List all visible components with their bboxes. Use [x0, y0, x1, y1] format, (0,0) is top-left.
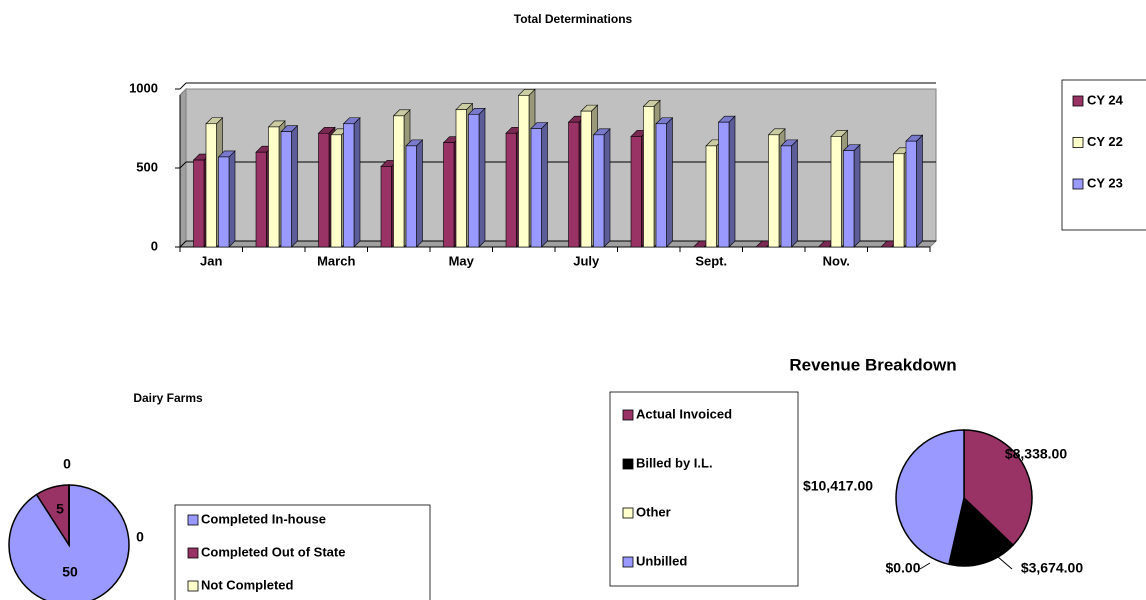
bar	[255, 151, 267, 248]
legend-swatch	[187, 547, 199, 559]
bar-side	[916, 134, 923, 248]
bar	[343, 123, 355, 248]
bar-side	[416, 139, 423, 248]
x-tick-label: Sept.	[695, 253, 727, 268]
bar	[393, 115, 405, 248]
legend-label: CY 23	[1087, 175, 1123, 190]
bar-side	[541, 121, 548, 248]
y-tick-label: 1000	[129, 80, 158, 95]
bar-side	[728, 115, 736, 248]
bar	[568, 121, 580, 248]
grid-line	[179, 240, 187, 248]
bar	[593, 134, 605, 248]
leader-line	[919, 562, 931, 570]
legend-swatch	[187, 580, 199, 592]
legend-box	[609, 391, 799, 587]
bar-side	[478, 107, 486, 248]
bar-side	[853, 143, 861, 248]
bar	[655, 123, 667, 248]
legend-label: CY 22	[1087, 134, 1123, 149]
legend-label: Billed by I.L.	[636, 455, 713, 470]
bar	[518, 95, 530, 248]
data-label: $3,674.00	[1021, 560, 1083, 576]
pie-slice	[895, 429, 965, 566]
pie-slice	[948, 496, 1015, 567]
legend-swatch	[622, 507, 634, 519]
legend-label: Unbilled	[636, 553, 687, 568]
bar	[218, 156, 230, 248]
legend-swatch	[187, 514, 199, 526]
leader-line	[997, 556, 1013, 570]
chart-title: Dairy Farms	[133, 391, 203, 405]
data-label: $10,417.00	[803, 478, 873, 494]
legend-box	[174, 504, 431, 600]
bar	[830, 136, 842, 248]
pie-slice	[963, 429, 1033, 547]
data-label: $8,338.00	[1005, 446, 1067, 462]
bar	[505, 132, 517, 248]
bar	[718, 121, 730, 248]
back-wall	[185, 88, 937, 242]
bar-side	[791, 139, 798, 248]
x-tick-label: Jan	[200, 253, 222, 268]
legend-swatch	[1072, 137, 1084, 148]
data-label: 50	[62, 564, 78, 580]
bar	[843, 150, 855, 248]
bar-side	[666, 117, 673, 248]
legend-label: CY 24	[1087, 92, 1124, 107]
bar	[768, 134, 780, 248]
grid-line	[179, 82, 187, 90]
data-label: 0	[136, 529, 144, 545]
bar	[205, 123, 217, 248]
legend-label: Completed In-house	[201, 511, 326, 526]
bar	[905, 140, 917, 248]
side-wall	[179, 87, 187, 249]
bar	[280, 131, 292, 248]
bar	[193, 159, 205, 248]
legend-swatch	[1072, 178, 1084, 190]
x-tick-label: July	[573, 253, 600, 268]
legend-label: Actual Invoiced	[636, 406, 732, 421]
x-tick-label: May	[449, 253, 475, 268]
data-label: 5	[56, 501, 64, 517]
data-label: $0.00	[885, 560, 920, 576]
bar	[268, 126, 280, 248]
chart-title: Total Determinations	[514, 12, 633, 26]
legend-swatch	[622, 556, 634, 568]
bar-side	[353, 117, 361, 248]
legend-swatch	[1072, 95, 1084, 107]
legend-label: Not Completed	[201, 577, 294, 592]
bar	[705, 145, 717, 248]
bar	[405, 145, 417, 248]
bar	[443, 142, 455, 248]
bar	[330, 134, 342, 248]
legend-swatch	[622, 409, 634, 421]
x-tick-label: Nov.	[823, 253, 850, 268]
bar	[318, 132, 330, 248]
bar	[780, 145, 792, 248]
bar-side	[603, 128, 611, 248]
bar	[530, 128, 542, 248]
bar	[630, 136, 642, 248]
bar	[643, 106, 655, 248]
bar-side	[228, 150, 236, 248]
bar-side	[291, 124, 298, 248]
data-label: 0	[63, 456, 71, 472]
chart-title: Revenue Breakdown	[789, 355, 956, 374]
y-tick-label: 500	[136, 159, 158, 174]
bar	[893, 153, 905, 248]
legend-label: Completed Out of State	[201, 544, 345, 559]
bar	[380, 166, 392, 248]
x-tick-label: March	[317, 253, 355, 268]
legend-swatch	[622, 458, 634, 470]
bar	[580, 110, 592, 248]
bar	[455, 109, 467, 248]
y-tick-label: 0	[151, 238, 158, 253]
grid-line	[179, 161, 187, 169]
legend-label: Other	[636, 504, 671, 519]
bar	[468, 113, 480, 248]
